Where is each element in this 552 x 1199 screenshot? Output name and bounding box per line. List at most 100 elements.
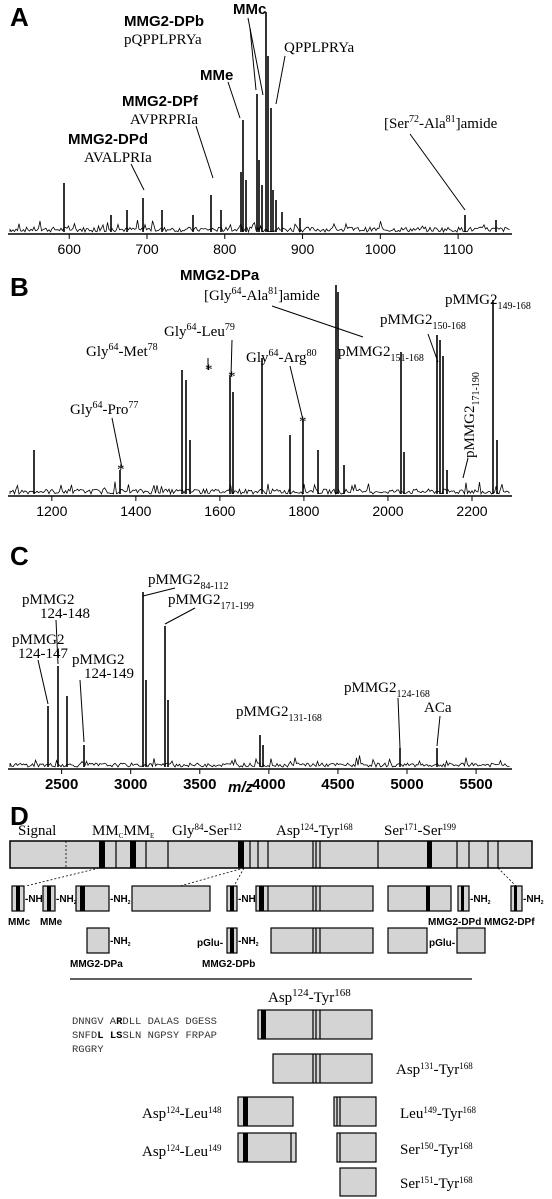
label-pmmg2-124-147: pMMG2 (12, 632, 65, 648)
nh2-label: -NH2 (470, 894, 491, 906)
label-pmmg2-124-148-sub: 124-148 (40, 606, 90, 622)
nh2-label: -NH2 (110, 936, 131, 948)
panel-c-spectrum (9, 592, 510, 769)
label-ser72-ala81-amide: [Ser72-Ala81]amide (384, 114, 498, 132)
label-pmmg2-171-199: pMMG2171-199 (168, 592, 254, 612)
label-mme: MMe (200, 67, 233, 84)
tick-label: 5500 (459, 776, 492, 793)
label-asp124-leu149: Asp124-Leu149 (142, 1143, 222, 1160)
label-gly64-ala81-amide: [Gly64-Ala81]amide (204, 286, 320, 304)
label-pmmg2-124-148: pMMG2 (22, 592, 75, 608)
fragment-asp124-tyr168 (257, 1009, 373, 1040)
nh2-label: -NH2 (523, 894, 544, 906)
label-d-mmg2-dpa: MMG2-DPa (70, 959, 123, 970)
tick-label: 700 (135, 241, 159, 257)
panel-b-spectrum (9, 285, 510, 496)
panel-d-label: D (10, 801, 29, 831)
tick-label: 1000 (365, 241, 396, 257)
label-aca: ACa (424, 700, 452, 716)
tick-label: 1800 (288, 503, 319, 519)
label-mmc-mme: MMCMME (92, 823, 154, 840)
label-d-mme: MMe (40, 917, 63, 928)
label-d-mmc: MMc (8, 917, 31, 928)
star-marker: * (117, 462, 125, 478)
panel-a: A 600 700 800 900 1000 1100 MMG2-DPb MMc pQPP… (8, 1, 512, 257)
tick-label: 2000 (372, 503, 403, 519)
panel-b-label: B (10, 272, 29, 302)
panel-a-ticks: 600 700 800 900 1000 1100 (58, 234, 473, 257)
sequence-line-3: RGGRY (72, 1044, 104, 1056)
label-pmmg2-131-168: pMMG2131-168 (236, 704, 322, 724)
label-mmg2-dpf: MMG2-DPf (122, 93, 199, 110)
label-pmmg2-124-168: pMMG2124-168 (344, 680, 430, 700)
sequence-line-1: DNNGV ARDLL DALAS DGESS (72, 1016, 217, 1028)
label-d-pglu-2: pGlu- (429, 938, 455, 949)
label-pmmg2-124-147-sub: 124-147 (18, 646, 68, 662)
star-marker: * (228, 369, 236, 385)
tick-label: 4500 (321, 776, 354, 793)
tick-label: 800 (213, 241, 237, 257)
tick-label: 3000 (114, 776, 147, 793)
label-pmmg2-150-168: pMMG2150-168 (380, 312, 466, 332)
panel-c-ticks: 2500 3000 3500 4000 4500 5000 5500 (45, 769, 493, 793)
label-pmmg2-151-168: pMMG2151-168 (338, 344, 424, 364)
sequence-line-2: SNFDL LSSLN NGPSY FRPAP (72, 1030, 217, 1042)
star-marker: * (299, 414, 307, 430)
tick-label: 600 (58, 241, 82, 257)
tick-label: 1100 (443, 241, 473, 257)
label-d-mmg2-dpd: MMG2-DPd (428, 917, 481, 928)
label-mmg2-dpd: MMG2-DPd (68, 131, 148, 148)
sequence-text: DNNGV ARDLL DALAS DGESS SNFDL LSSLN NGPS… (72, 1016, 217, 1056)
tick-label: 2200 (456, 503, 487, 519)
nh2-label: -NH2 (238, 936, 259, 948)
label-leu149-tyr168: Leu149-Tyr168 (400, 1105, 476, 1122)
label-qpplprya: QPPLPRYa (284, 40, 355, 56)
baseline-noise (9, 481, 510, 496)
label-gly64-arg80: Gly64-Arg80 (246, 348, 317, 366)
tick-label: 1200 (36, 503, 67, 519)
label-gly64-leu79: Gly64-Leu79 (164, 322, 235, 340)
label-ser171-ser199: Ser171-Ser199 (384, 822, 457, 839)
label-pmmg2-124-149: pMMG2 (72, 652, 125, 668)
connector-lines (25, 867, 517, 887)
label-pmmg2-124-149-sub: 124-149 (84, 666, 134, 682)
star-marker: * (205, 362, 213, 378)
label-mmg2-dpa: MMG2-DPa (180, 267, 260, 284)
tick-label: 4000 (252, 776, 285, 793)
panel-a-leader-lines (130, 17, 466, 211)
label-gly64-met78: Gly64-Met78 (86, 342, 158, 360)
baseline-noise (9, 755, 510, 769)
label-asp124-tyr168: Asp124-Tyr168 (276, 822, 353, 839)
label-mmg2-dpb: MMG2-DPb (124, 13, 204, 30)
tick-label: 1600 (204, 503, 235, 519)
label-pmmg2-171-190: pMMG2171-190 (462, 372, 482, 458)
panel-b: B 1200 1400 1600 1800 2000 2200 MMG2-DPa [Gly… (8, 267, 531, 519)
label-d-mmg2-dpb: MMG2-DPb (202, 959, 255, 970)
tick-label: 3500 (183, 776, 216, 793)
label-gly84-ser112: Gly84-Ser112 (172, 822, 242, 839)
nh2-label: -NH2 (56, 894, 77, 906)
label-avprpria: AVPRPRIa (130, 112, 198, 128)
tick-label: 1400 (120, 503, 151, 519)
label-ser151-tyr168: Ser151-Tyr168 (400, 1175, 473, 1192)
tick-label: 900 (291, 241, 315, 257)
panel-c-leader-lines (37, 587, 441, 749)
nh2-label: -NH2 (110, 894, 131, 906)
label-avalpria: AVALPRIa (84, 150, 152, 166)
label-signal: Signal (18, 823, 56, 839)
fragment-leu149-tyr168 (333, 1096, 377, 1127)
fragment-ser151-tyr168 (339, 1167, 377, 1197)
label-d-mmg2-dpf: MMG2-DPf (484, 917, 535, 928)
fragment-ser150-tyr168 (336, 1132, 377, 1163)
panel-b-leader-lines (111, 305, 469, 479)
label-mmc: MMc (233, 1, 266, 18)
fragment-row-2: -NH2 MMG2-DPa pGlu- -NH2 MMG2-DPb pGlu- (70, 927, 486, 970)
fragment-row-1: -NH2 MMc -NH2 MMe -NH2 -NH2 -NH2 (8, 885, 544, 928)
label-pqpplprya: pQPPLPRYa (124, 32, 202, 48)
panel-b-ticks: 1200 1400 1600 1800 2000 2200 (36, 496, 488, 519)
panel-d: D Signal MMCMME Gly84-Ser112 Asp124-Tyr1… (8, 801, 544, 1197)
panel-a-label: A (10, 2, 29, 32)
label-d-pglu-1: pGlu- (197, 938, 223, 949)
panel-c: C 2500 3000 3500 4000 4500 5000 5500 m/z pMMG2… (8, 541, 512, 796)
